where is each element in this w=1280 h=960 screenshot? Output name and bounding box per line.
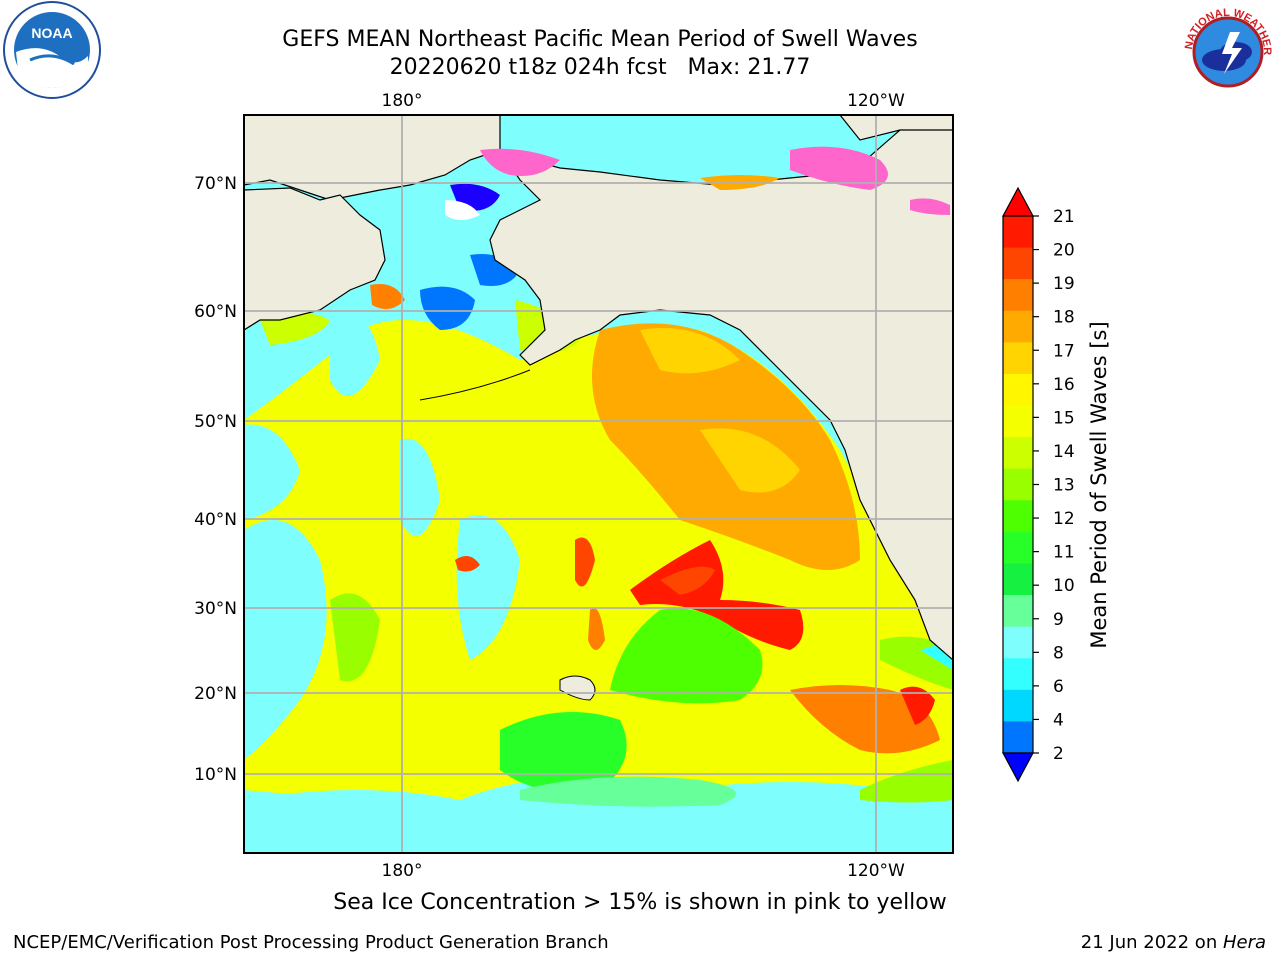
colorbar-segment: [1003, 721, 1033, 754]
swell-period-field: [244, 254, 953, 853]
colorbar-tick-label: 16: [1053, 375, 1075, 395]
noaa-logo: NOAA: [3, 1, 101, 99]
colorbar-tick-label: 21: [1053, 207, 1075, 227]
colorbar-segments: [1003, 216, 1033, 754]
colorbar-tick-label: 15: [1053, 408, 1075, 428]
colorbar-segment: [1003, 658, 1033, 691]
colorbar-tick-label: 4: [1053, 710, 1064, 730]
footer-credit: NCEP/EMC/Verification Post Processing Pr…: [13, 932, 609, 953]
colorbar-segment: [1003, 531, 1033, 564]
colorbar-segment: [1003, 500, 1033, 533]
nws-logo: NATIONAL WEATHER SERVICE: [1178, 2, 1275, 99]
colorbar-over-arrow: [1001, 186, 1035, 217]
colorbar-tick-label: 2: [1053, 744, 1064, 764]
map-subtitle: 20220620 t18z 024h fcst Max: 21.77: [389, 55, 811, 80]
colorbar-segment: [1003, 342, 1033, 375]
colorbar-tick-label: 11: [1053, 543, 1075, 563]
colorbar-tick-label: 18: [1053, 308, 1075, 328]
colorbar-tick-label: 20: [1053, 241, 1075, 261]
colorbar-tick-label: 6: [1053, 677, 1064, 697]
map-frame: [243, 114, 954, 854]
colorbar-segment: [1003, 405, 1033, 438]
gridlines: [244, 115, 953, 853]
colorbar-segment: [1003, 626, 1033, 659]
lat-label-10n: 10°N: [194, 765, 237, 785]
colorbar-segment: [1003, 373, 1033, 407]
footer-date-text: 21 Jun 2022 on: [1080, 932, 1223, 953]
colorbar-label: Mean Period of Swell Waves [s]: [1087, 321, 1111, 648]
colorbar-tick-label: 10: [1053, 576, 1075, 596]
colorbar-segment: [1003, 437, 1033, 470]
lat-label-50n: 50°N: [194, 412, 237, 432]
map-plot-area: [244, 115, 953, 853]
colorbar-tick-label: 9: [1053, 610, 1064, 630]
colorbar-segment: [1003, 247, 1033, 280]
lat-label-60n: 60°N: [194, 302, 237, 322]
sea-ice: [445, 146, 950, 220]
colorbar-tick-label: 17: [1053, 341, 1075, 361]
colorbar-segment: [1003, 310, 1033, 343]
sea-ice-caption: Sea Ice Concentration > 15% is shown in …: [333, 890, 947, 915]
colorbar-tick-label: 12: [1053, 509, 1075, 529]
colorbar: 21 20 19 18 17 16 15 14 13 12 11 10 9 8 6 4 2 Mean Perio…: [1001, 186, 1111, 783]
bottom-lon-label-120w: 120°W: [847, 861, 905, 881]
colorbar-tick-label: 8: [1053, 643, 1064, 663]
colorbar-tick-label: 19: [1053, 274, 1075, 294]
land: [244, 115, 953, 701]
map-title: GEFS MEAN Northeast Pacific Mean Period …: [282, 27, 918, 52]
colorbar-tick-label: 14: [1053, 442, 1075, 462]
lat-label-30n: 30°N: [194, 599, 237, 619]
colorbar-segment: [1003, 216, 1033, 249]
lat-label-70n: 70°N: [194, 174, 237, 194]
footer-date: 21 Jun 2022 on Hera: [1081, 932, 1266, 953]
lat-label-40n: 40°N: [194, 510, 237, 530]
colorbar-ticks: 21 20 19 18 17 16 15 14 13 12 11 10 9 8 6 4 2: [1033, 207, 1075, 764]
colorbar-segment: [1003, 468, 1033, 501]
lat-label-20n: 20°N: [194, 684, 237, 704]
svg-text:NOAA: NOAA: [31, 25, 72, 41]
bottom-lon-label-180: 180°: [382, 861, 423, 881]
top-lon-label-180: 180°: [382, 91, 423, 111]
colorbar-segment: [1003, 563, 1033, 596]
colorbar-under-arrow: [1001, 752, 1035, 783]
top-lon-label-120w: 120°W: [847, 91, 905, 111]
colorbar-segment: [1003, 279, 1033, 312]
colorbar-segment: [1003, 689, 1033, 722]
colorbar-tick-label: 13: [1053, 476, 1075, 496]
colorbar-segment: [1003, 595, 1033, 628]
footer-host: Hera: [1222, 932, 1266, 953]
